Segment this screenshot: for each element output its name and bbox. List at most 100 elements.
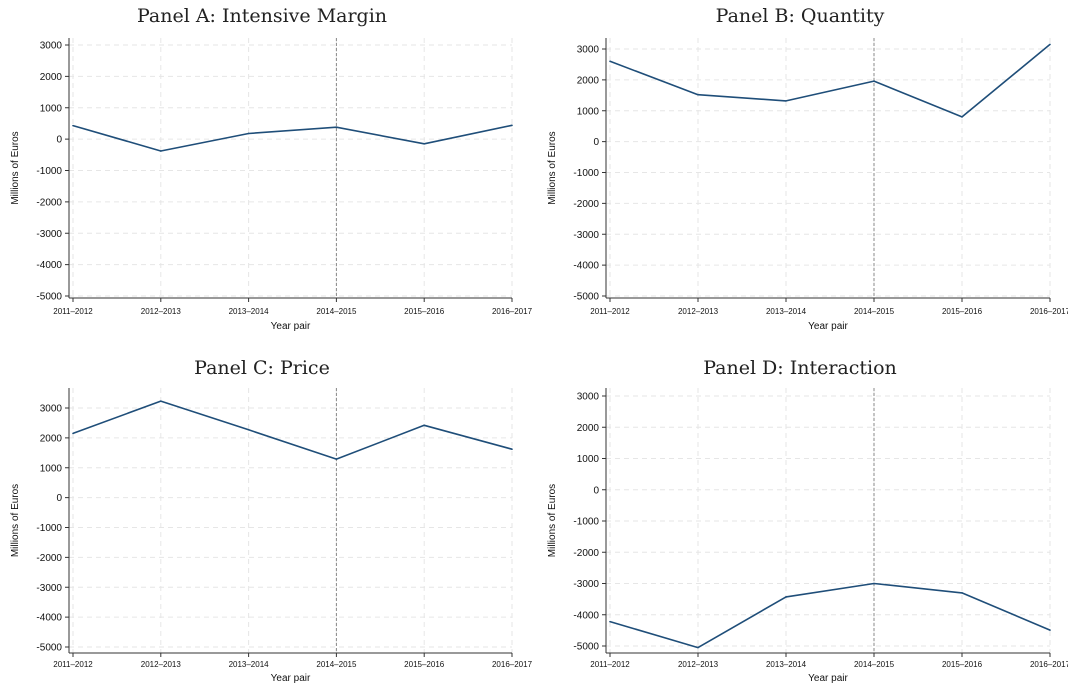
data-point [609,60,611,63]
y-tick-label: 1000 [40,463,63,474]
x-tick-label: 2016–2017 [492,660,533,669]
x-tick-label: 2014–2015 [316,307,357,316]
y-tick-label: -5000 [36,643,62,654]
panel-d: Panel D: Interaction 3000 2000 1000 0 -1000 -2… [547,357,1068,684]
data-point [609,620,611,623]
y-tick-label: -3000 [573,579,599,590]
x-axis-label: Year pair [271,673,311,684]
x-tick-label: 2013–2014 [229,660,270,669]
data-point [961,592,963,594]
panel-title: Panel D: Interaction [703,357,897,379]
panel-c: Panel C: Price 3000 2000 1000 0 -1000 -2000 -30… [10,357,533,684]
data-point [247,429,250,431]
x-tick-label: 2013–2014 [229,307,270,316]
y-axis-label: Millions of Euros [10,484,21,557]
y-axis-label: Millions of Euros [547,484,558,557]
y-tick-label: 3000 [40,404,63,415]
y-tick-label: 2000 [577,75,600,86]
data-point [72,124,74,127]
y-tick-label: -2000 [573,199,599,210]
y-tick-label: 0 [593,137,599,148]
y-tick-label: 3000 [577,45,600,56]
y-tick-label: -5000 [36,292,62,303]
y-tick-label: -1000 [36,523,62,534]
y-tick-label: -5000 [573,292,599,303]
x-tick-label: 2015–2016 [404,307,445,316]
y-tick-label: -4000 [573,610,599,621]
x-tick-label: 2016–2017 [1030,660,1068,669]
x-tick-label: 2012–2013 [141,660,182,669]
y-tick-label: 2000 [40,433,63,444]
y-tick-label: -2000 [573,548,599,559]
x-tick-label: 2012–2013 [678,660,719,669]
data-point [785,596,787,598]
y-tick-label: 0 [593,485,599,496]
x-tick-label: 2016–2017 [1030,307,1068,316]
x-axis-label: Year pair [808,673,848,684]
data-point [423,424,426,427]
y-tick-label: -5000 [573,642,599,653]
x-tick-label: 2011–2012 [53,660,93,669]
x-axis-label: Year pair [271,321,311,332]
panel-title: Panel A: Intensive Margin [137,5,387,27]
data-point [511,448,513,451]
y-tick-label: -1000 [573,168,599,179]
x-axis-label: Year pair [808,321,848,332]
y-tick-label: -4000 [36,613,62,624]
y-tick-label: 0 [56,493,62,504]
data-point [785,100,787,102]
data-point [335,126,338,129]
y-tick-label: -4000 [573,261,599,272]
x-tick-label: 2013–2014 [766,660,807,669]
data-point [423,143,426,145]
y-tick-label: -2000 [36,197,62,208]
data-point [335,458,338,460]
y-tick-label: -3000 [36,229,62,240]
data-point [697,93,699,96]
panel-title: Panel B: Quantity [716,5,885,27]
series-line [609,582,1051,649]
x-tick-label: 2016–2017 [492,307,533,316]
series-line [609,43,1051,118]
x-tick-label: 2014–2015 [854,307,895,316]
y-axis-label: Millions of Euros [10,131,21,204]
y-tick-label: 3000 [40,41,63,52]
data-point [160,400,162,402]
y-tick-label: -1000 [573,517,599,528]
panel-a: Panel A: Intensive Margin 3000 2000 1000 0 -1… [10,5,533,332]
x-tick-label: 2014–2015 [854,660,895,669]
y-tick-label: 3000 [577,392,600,403]
data-point [1049,629,1051,631]
data-point [697,646,699,649]
x-tick-label: 2014–2015 [316,660,357,669]
y-tick-label: 0 [56,135,62,146]
y-tick-label: 1000 [577,454,600,465]
data-point [961,116,963,118]
panel-title: Panel C: Price [194,357,330,379]
y-tick-label: -3000 [573,230,599,241]
data-point [873,582,875,585]
data-point [511,124,513,127]
data-point [873,80,875,82]
y-axis-label: Millions of Euros [547,131,558,204]
x-tick-label: 2013–2014 [766,307,807,316]
y-tick-label: -1000 [36,166,62,177]
x-tick-label: 2011–2012 [590,660,630,669]
x-tick-label: 2015–2016 [942,660,983,669]
panel-b: Panel B: Quantity 3000 2000 1000 0 -1000 -2000… [547,5,1068,332]
y-tick-label: 1000 [40,103,63,114]
y-tick-label: -3000 [36,583,62,594]
data-point [160,150,162,152]
y-tick-label: 1000 [577,106,600,117]
x-tick-label: 2012–2013 [678,307,719,316]
x-tick-label: 2015–2016 [942,307,983,316]
x-tick-label: 2012–2013 [141,307,182,316]
y-tick-label: 2000 [577,423,600,434]
x-tick-label: 2011–2012 [590,307,630,316]
data-point [72,432,74,435]
y-tick-label: -4000 [36,260,62,271]
series-line [72,124,513,152]
x-tick-label: 2011–2012 [53,307,93,316]
y-tick-label: 2000 [40,72,63,83]
